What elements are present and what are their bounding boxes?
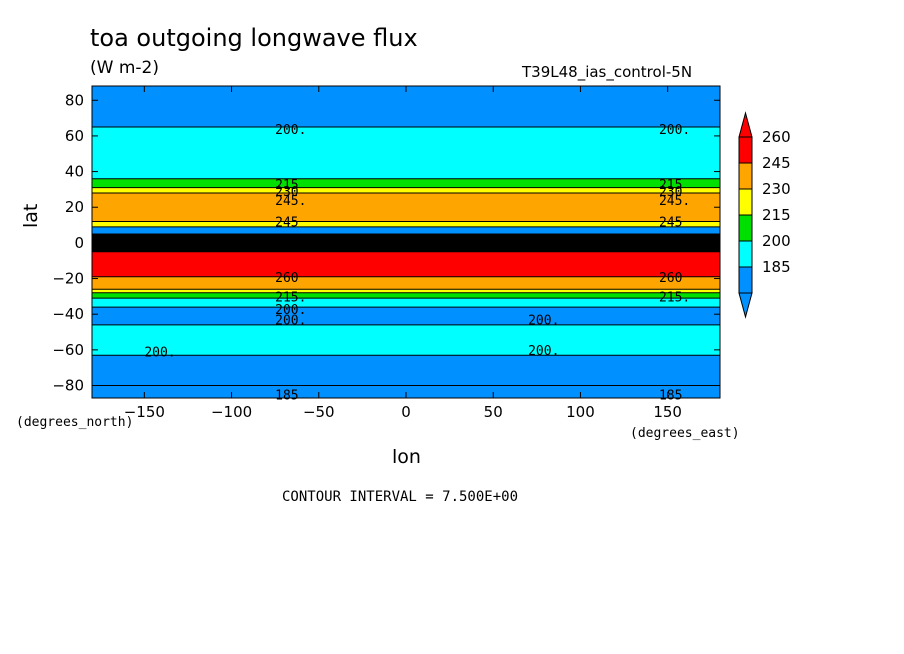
contour-label: 200. [528,344,559,359]
chart-title: toa outgoing longwave flux [90,24,418,52]
y-tick-label: 60 [65,127,84,145]
contour-band [92,355,720,386]
contour-band [92,221,720,227]
contour-label: 245 [659,215,682,230]
colorbar-label: 215 [762,206,791,224]
colorbar-swatch [738,162,753,190]
x-tick-label: 150 [653,403,682,421]
contour-label: 200. [275,314,306,329]
contour-band [92,276,720,290]
y-tick-label: 40 [65,163,84,181]
contour-interval-note: CONTOUR INTERVAL = 7.500E+00 [282,489,519,505]
contour-label: 215. [275,290,306,305]
contour-band [92,187,720,193]
contour-label: 230 [275,185,298,200]
colorbar-arrow-bottom [738,292,753,319]
y-tick-label: −20 [52,270,84,288]
contour-band [92,86,720,128]
contour-label: 215 [659,178,682,193]
contour-label: 245. [659,194,690,209]
x-tick-label: −100 [211,403,252,421]
contour-label: 200. [275,123,306,138]
contour-band [92,233,720,252]
contour-band [92,298,720,308]
colorbar-swatch [738,136,753,164]
contour-band [92,192,720,222]
colorbar-arrow-top [738,111,753,138]
contour-band [92,251,720,277]
colorbar-swatch [738,188,753,216]
contour-band [92,307,720,325]
y-axis-unit: (degrees_north) [16,415,134,430]
contour-band [92,385,720,398]
colorbar-label: 260 [762,128,791,146]
colorbar-swatch [738,214,753,242]
contour-label: 230 [659,185,682,200]
y-tick-label: 80 [65,91,84,109]
x-tick-label: 0 [401,403,411,421]
contour-band [92,289,720,293]
contour-label: 200. [659,123,690,138]
x-tick-label: 50 [484,403,503,421]
contour-band [92,324,720,356]
contour-band [92,292,720,299]
colorbar-label: 185 [762,258,791,276]
contour-label: 185 [659,388,682,403]
y-tick-label: −40 [52,305,84,323]
contour-label: 200. [528,314,559,329]
y-tick-label: −80 [52,377,84,395]
contour-band [92,178,720,188]
y-tick-label: 0 [74,234,84,252]
colorbar-swatch [738,266,753,294]
x-tick-label: −150 [124,403,165,421]
contour-label: 200. [275,303,306,318]
colorbar-swatch [738,240,753,268]
y-tick-label: −60 [52,341,84,359]
contour-label: 215. [659,290,690,305]
contour-label: 185 [275,388,298,403]
x-axis-label: lon [392,446,421,468]
contour-band [92,226,720,234]
contour-label: 260 [659,271,682,286]
colorbar-label: 245 [762,154,791,172]
x-axis-unit: (degrees_east) [630,426,740,441]
run-id-label: T39L48_ias_control-5N [522,63,693,81]
y-tick-label: 20 [65,198,84,216]
contour-label: 245. [275,194,306,209]
contour-label: 260 [275,271,298,286]
contour-label: 215 [275,178,298,193]
colorbar-label: 230 [762,180,791,198]
x-tick-label: −50 [303,403,335,421]
contour-label: 245 [275,215,298,230]
chart-units: (W m-2) [90,58,159,78]
contour-label: 200. [144,346,175,361]
contour-band [92,127,720,179]
x-tick-label: 100 [566,403,595,421]
colorbar-label: 200 [762,232,791,250]
